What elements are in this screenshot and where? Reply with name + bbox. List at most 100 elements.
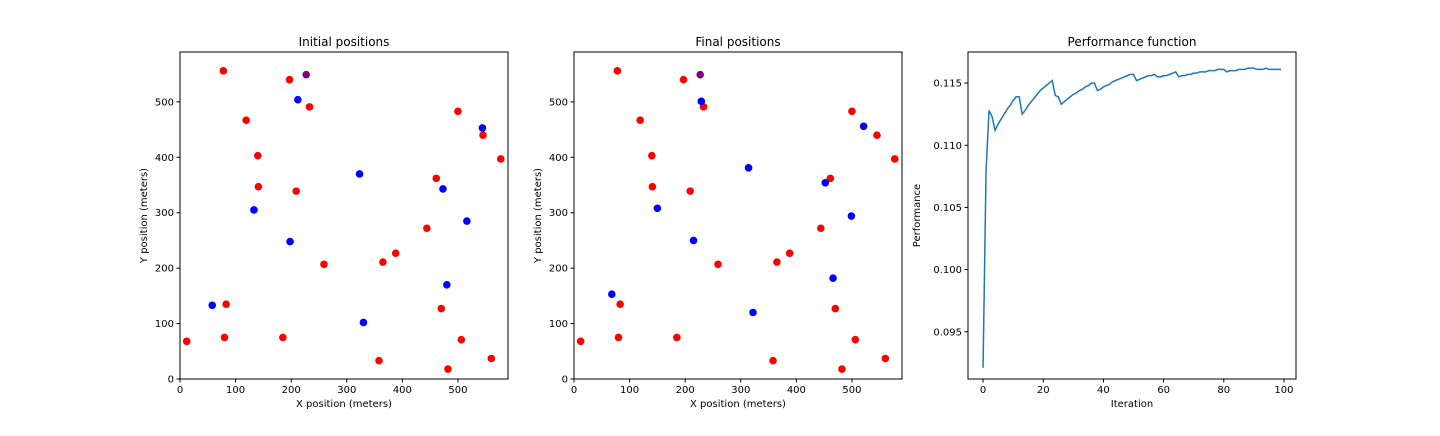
x-tick-label: 500	[842, 385, 861, 396]
data-point	[831, 304, 840, 313]
x-tick-label: 40	[1097, 385, 1110, 396]
x-tick-label: 200	[676, 385, 695, 396]
y-tick-label: 0.100	[933, 265, 962, 276]
data-point	[653, 204, 662, 213]
data-point	[881, 354, 890, 363]
x-tick-label: 0	[980, 385, 986, 396]
x-tick-label: 500	[448, 385, 467, 396]
data-point	[826, 174, 835, 183]
data-point	[847, 212, 856, 220]
data-point	[697, 97, 706, 106]
data-point	[821, 179, 830, 187]
data-point	[848, 107, 856, 116]
x-tick-label: 80	[1217, 385, 1230, 396]
data-point	[302, 70, 310, 79]
data-point	[873, 131, 881, 139]
data-point	[689, 236, 698, 245]
x-tick-label: 20	[1037, 385, 1050, 396]
x-tick-label: 300	[337, 385, 356, 396]
chart-panel-1: Initial positions 0 100 200 300 400 500 0 100 200…	[139, 35, 509, 410]
data-point	[320, 260, 328, 269]
data-point	[432, 174, 441, 183]
data-point	[375, 356, 383, 365]
data-point	[279, 333, 287, 342]
data-point	[679, 75, 688, 84]
data-point	[454, 107, 462, 116]
data-point	[496, 155, 505, 163]
data-point	[391, 249, 400, 257]
data-point	[182, 337, 191, 346]
data-point	[292, 187, 300, 195]
y-axis-label: Y position (meters)	[139, 168, 150, 264]
data-point	[294, 95, 302, 104]
y-tick-label: 200	[549, 264, 568, 275]
chart-title: Final positions	[695, 35, 780, 49]
y-tick-label: 500	[155, 97, 174, 108]
chart-title: Performance function	[1068, 35, 1197, 49]
plot-frame	[573, 51, 903, 380]
data-point	[714, 260, 722, 269]
y-tick-label: 300	[549, 208, 568, 219]
data-point	[479, 131, 487, 139]
data-point	[851, 335, 860, 344]
data-point	[250, 206, 258, 214]
data-point	[305, 103, 314, 111]
y-tick-label: 0.110	[933, 141, 962, 152]
x-axis-label: X position (meters)	[690, 399, 786, 410]
y-tick-label: 200	[155, 264, 174, 275]
x-tick-label: 400	[787, 385, 806, 396]
y-tick-label: 300	[155, 208, 174, 219]
data-point	[437, 304, 446, 313]
data-point	[359, 318, 368, 327]
y-tick-label: 0	[562, 375, 568, 386]
x-tick-label: 60	[1157, 385, 1170, 396]
data-point	[478, 124, 487, 132]
data-point	[773, 258, 781, 266]
data-point	[785, 249, 794, 257]
data-point	[769, 356, 777, 365]
data-point	[749, 308, 757, 317]
data-point	[444, 365, 452, 373]
data-point	[220, 333, 229, 342]
y-tick-label: 100	[549, 319, 568, 330]
x-tick-label: 0	[571, 385, 577, 396]
x-tick-label: 400	[393, 385, 412, 396]
series-line	[982, 67, 1281, 368]
data-point	[463, 217, 471, 225]
y-tick-label: 0	[168, 375, 174, 386]
data-point	[673, 333, 681, 342]
data-point	[614, 333, 623, 342]
y-tick-label: 0.105	[933, 203, 962, 214]
data-point	[744, 164, 753, 172]
data-point	[636, 116, 644, 124]
data-point	[890, 155, 899, 163]
chart-panel-3: Performance function 0 20 40 60 80 100 0.095 0.1…	[912, 35, 1297, 410]
data-point	[829, 274, 837, 282]
data-point	[616, 300, 624, 308]
y-tick-label: 0.115	[933, 79, 962, 90]
x-tick-label: 200	[282, 385, 301, 396]
data-point	[817, 224, 825, 233]
plot-frame	[179, 51, 509, 380]
x-tick-label: 300	[731, 385, 750, 396]
data-point	[696, 70, 704, 79]
data-point	[648, 151, 656, 160]
data-point	[242, 116, 250, 124]
chart-panel-2: Final positions 0 100 200 300 400 500 0 100 200 30…	[533, 35, 903, 410]
x-tick-label: 100	[226, 385, 245, 396]
data-point	[254, 182, 263, 191]
data-point	[285, 75, 294, 84]
data-point	[576, 337, 585, 346]
data-point	[457, 335, 466, 344]
data-point	[222, 300, 230, 308]
y-tick-label: 0.095	[933, 327, 962, 338]
x-axis-label: Iteration	[1111, 399, 1153, 410]
data-point	[219, 67, 228, 75]
x-tick-label: 100	[1274, 385, 1293, 396]
data-point	[355, 170, 364, 178]
y-axis-label: Performance	[912, 184, 923, 247]
data-point	[379, 258, 387, 266]
y-tick-label: 100	[155, 319, 174, 330]
data-point	[423, 224, 431, 233]
data-point	[208, 301, 217, 310]
